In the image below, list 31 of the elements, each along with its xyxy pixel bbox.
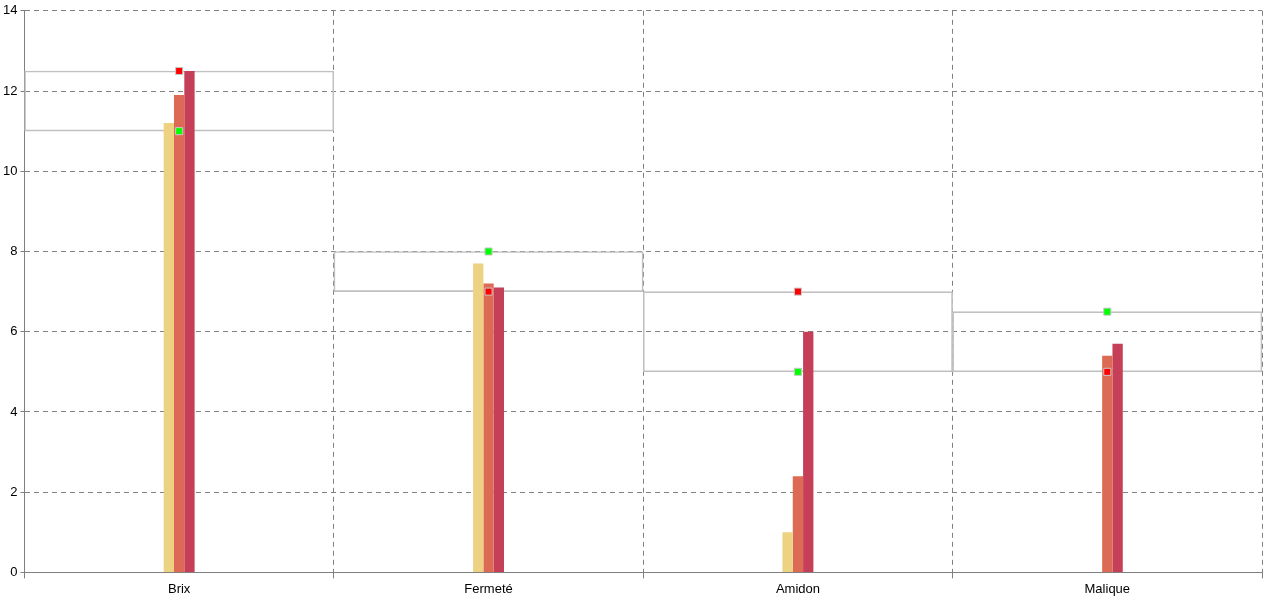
point — [175, 127, 184, 136]
bar — [473, 263, 484, 572]
y-tick-label: 10 — [2, 162, 18, 178]
bar — [1102, 355, 1113, 572]
point — [484, 247, 493, 256]
bar — [782, 532, 793, 572]
bar — [803, 331, 814, 572]
bar — [184, 70, 195, 572]
x-tick-label: Fermeté — [464, 580, 513, 596]
point — [175, 66, 184, 76]
bar — [163, 123, 174, 572]
y-tick-label: 8 — [10, 243, 18, 259]
x-tick-label: Malique — [1084, 580, 1131, 596]
bar — [493, 287, 505, 572]
y-tick-label: 14 — [2, 2, 18, 18]
y-tick-label: 12 — [2, 82, 18, 98]
y-tick-label: 0 — [10, 563, 18, 579]
bar — [483, 283, 494, 572]
x-tick-label: Amidon — [775, 580, 820, 596]
y-tick-label: 2 — [10, 483, 18, 499]
bar — [1112, 343, 1123, 572]
y-tick-label: 6 — [10, 323, 18, 339]
x-tick-label: Brix — [167, 580, 191, 596]
bar — [792, 476, 804, 572]
point — [793, 287, 802, 296]
point — [1103, 367, 1112, 376]
point — [484, 287, 493, 296]
bar — [174, 95, 185, 572]
point — [793, 367, 802, 376]
y-tick-label: 4 — [10, 403, 18, 419]
point — [1103, 307, 1112, 316]
